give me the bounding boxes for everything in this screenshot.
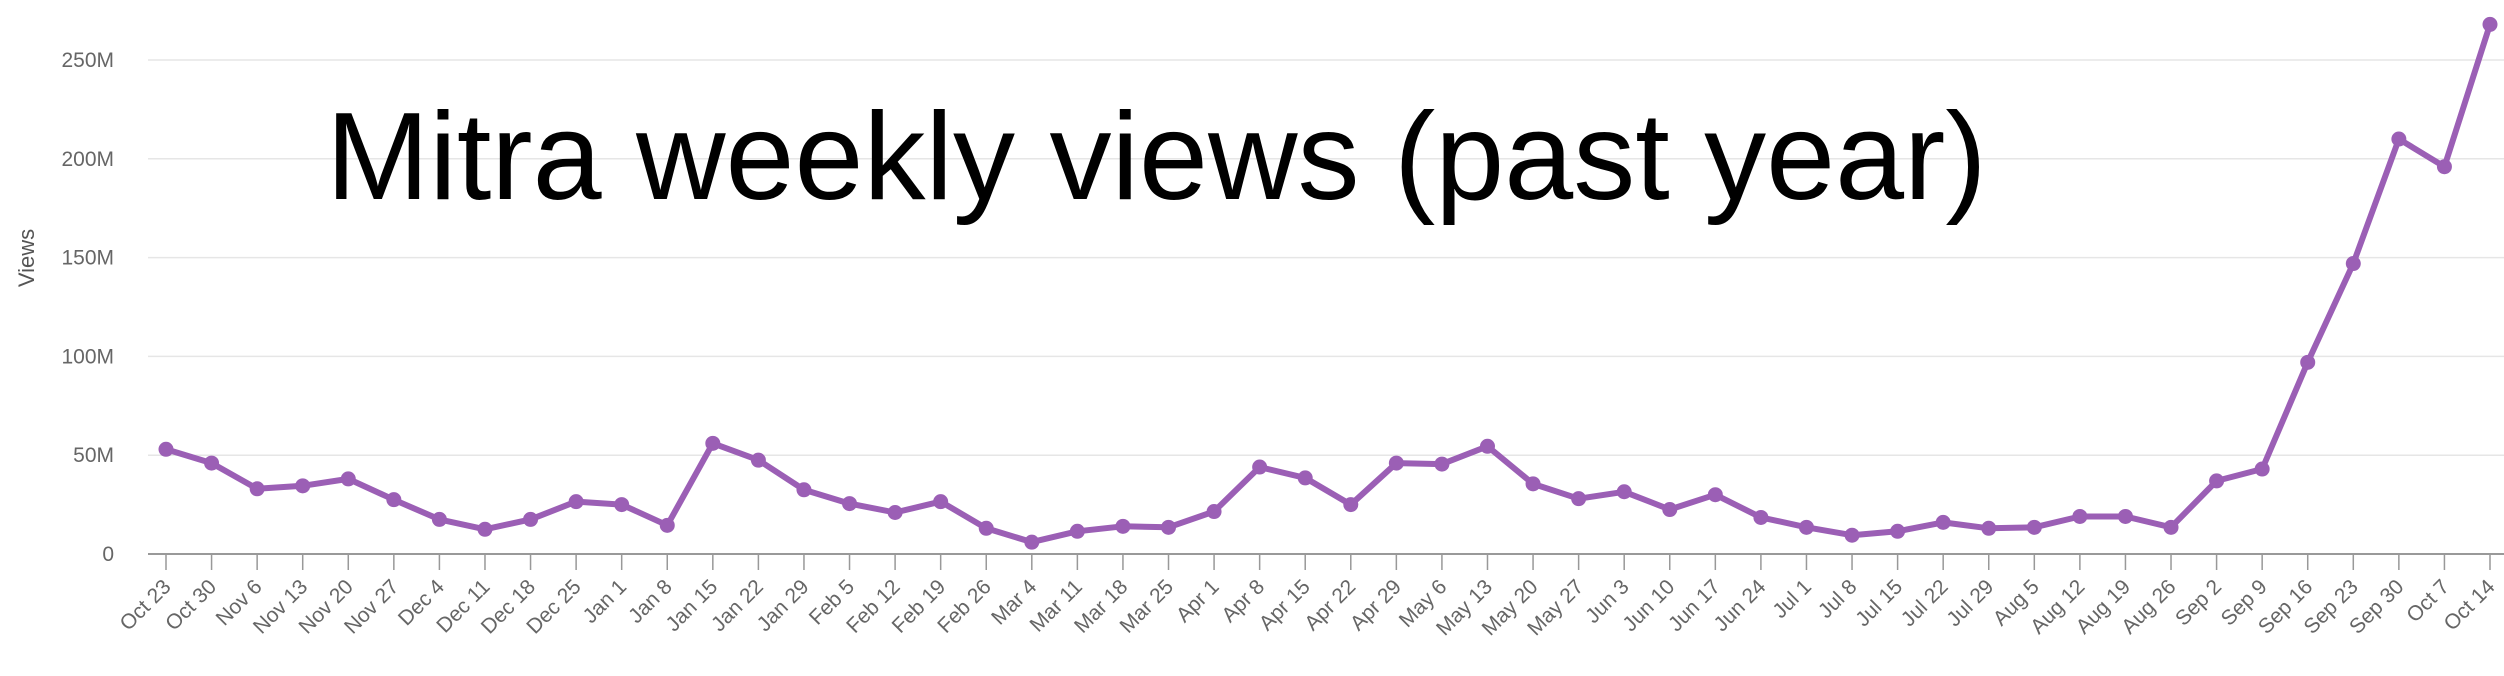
y-axis-ticks: 0 50M 100M 150M 200M 250M: [61, 49, 114, 566]
x-tick-label: Jul 22: [1897, 575, 1953, 631]
data-point: [1434, 456, 1450, 472]
data-point: [295, 478, 311, 494]
x-tick-label: Apr 1: [1172, 575, 1224, 627]
data-point: [1115, 518, 1131, 534]
data-point: [2482, 16, 2498, 32]
data-point: [1297, 470, 1313, 486]
data-point: [2300, 354, 2316, 370]
data-point: [523, 511, 539, 527]
data-point: [705, 435, 721, 451]
data-point: [2345, 256, 2361, 272]
data-point: [2209, 473, 2225, 489]
data-point: [887, 505, 903, 521]
data-point: [796, 482, 812, 498]
data-point: [386, 492, 402, 508]
x-tick-label: Jan 1: [579, 575, 632, 628]
data-point: [340, 471, 356, 487]
chart-title: Mitra weekly views (past year): [326, 88, 1987, 226]
x-tick-label: Sep 2: [2171, 575, 2226, 630]
data-point: [1206, 504, 1222, 520]
data-point: [1662, 502, 1678, 518]
data-point: [2026, 519, 2042, 535]
series-line-group: [163, 21, 2493, 546]
x-tick-label: Apr 22: [1300, 575, 1360, 635]
data-point: [1024, 534, 1040, 550]
data-point: [1388, 455, 1404, 471]
data-point: [750, 452, 766, 468]
data-point: [1753, 509, 1769, 525]
data-point: [842, 496, 858, 512]
y-tick-label: 50M: [73, 444, 114, 467]
y-axis-title: Views: [14, 229, 39, 287]
y-tick-label: 100M: [61, 345, 114, 368]
data-point: [2117, 508, 2133, 524]
data-point: [2163, 519, 2179, 535]
data-point: [158, 441, 174, 457]
x-tick-label: Jul 29: [1942, 575, 1998, 631]
data-point: [1161, 519, 1177, 535]
data-point: [1571, 491, 1587, 507]
x-tick-label: Oct 30: [161, 575, 221, 635]
x-tick-label: Jan 29: [753, 575, 814, 636]
data-point: [1798, 519, 1814, 535]
data-point: [933, 494, 949, 510]
data-point: [2391, 131, 2407, 147]
x-tick-label: Jul 1: [1768, 575, 1816, 623]
data-point: [1479, 438, 1495, 454]
x-tick-label: Oct 23: [116, 575, 176, 635]
data-point: [2436, 159, 2452, 175]
data-point: [249, 481, 265, 497]
data-point: [2254, 461, 2270, 477]
data-point: [1890, 523, 1906, 539]
data-point: [659, 517, 675, 533]
data-point: [204, 455, 220, 471]
series-line: [163, 21, 2493, 546]
data-point: [2072, 508, 2088, 524]
x-tick-label: Oct 14: [2440, 575, 2500, 635]
data-point: [1981, 520, 1997, 536]
data-point: [1707, 487, 1723, 503]
data-point: [568, 494, 584, 510]
data-point: [477, 521, 493, 537]
y-tick-label: 200M: [61, 148, 114, 171]
gridlines: [148, 59, 2504, 456]
y-tick-label: 150M: [61, 247, 114, 270]
data-point: [431, 511, 447, 527]
data-point: [1844, 527, 1860, 543]
x-tick-label: Jun 24: [1710, 575, 1771, 636]
data-point: [1935, 514, 1951, 530]
data-points: [158, 16, 2498, 550]
x-tick-label: Apr 15: [1255, 575, 1315, 635]
x-tick-label: Jul 15: [1851, 575, 1907, 631]
data-point: [1343, 497, 1359, 513]
data-point: [1069, 523, 1085, 539]
y-tick-label: 0: [102, 543, 114, 566]
x-tick-label: Apr 29: [1346, 575, 1406, 635]
data-point: [1525, 476, 1541, 492]
y-tick-label: 250M: [61, 49, 114, 72]
data-point: [614, 497, 630, 513]
data-point: [978, 520, 994, 536]
data-point: [1252, 459, 1268, 475]
data-point: [1616, 484, 1632, 500]
